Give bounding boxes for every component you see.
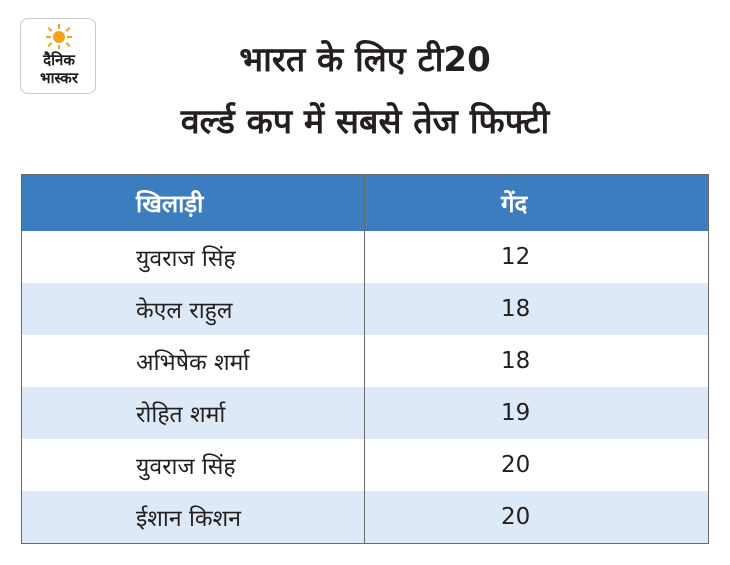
page-title-line2: वर्ल्ड कप में सबसे तेज फिफ्टी — [180, 102, 550, 142]
player-cell: अभिषेक शर्मा — [136, 350, 250, 376]
table-row: रोहित शर्मा 19 — [22, 387, 708, 439]
column-divider — [364, 175, 365, 543]
table-row: ईशान किशन 20 — [22, 491, 708, 543]
balls-cell: 12 — [501, 244, 531, 270]
logo-text-line1: दैनिक — [42, 51, 76, 69]
balls-cell: 20 — [501, 452, 531, 478]
balls-cell: 20 — [501, 504, 531, 530]
sun-icon: दैनिक भास्कर — [40, 24, 79, 87]
player-cell: युवराज सिंह — [136, 246, 236, 272]
table-row: युवराज सिंह 20 — [22, 439, 708, 491]
table-row: युवराज सिंह 12 — [22, 231, 708, 283]
balls-cell: 19 — [501, 400, 531, 426]
fastest-fifty-table: खिलाड़ी गेंद युवराज सिंह 12 केएल राहुल 1… — [21, 174, 709, 544]
balls-cell: 18 — [501, 296, 531, 322]
logo-text-line2: भास्कर — [40, 69, 79, 87]
table-row: अभिषेक शर्मा 18 — [22, 335, 708, 387]
column-header-player: खिलाड़ी — [136, 189, 204, 218]
column-header-balls: गेंद — [501, 189, 528, 218]
page-title-line1: भारत के लिए टी20 — [239, 40, 491, 80]
player-cell: रोहित शर्मा — [136, 402, 226, 428]
table-row: केएल राहुल 18 — [22, 283, 708, 335]
player-cell: ईशान किशन — [136, 506, 241, 532]
dainik-bhaskar-logo: दैनिक भास्कर — [20, 18, 96, 94]
player-cell: केएल राहुल — [136, 298, 233, 324]
balls-cell: 18 — [501, 348, 531, 374]
player-cell: युवराज सिंह — [136, 454, 236, 480]
table-header-row: खिलाड़ी गेंद — [22, 175, 708, 231]
